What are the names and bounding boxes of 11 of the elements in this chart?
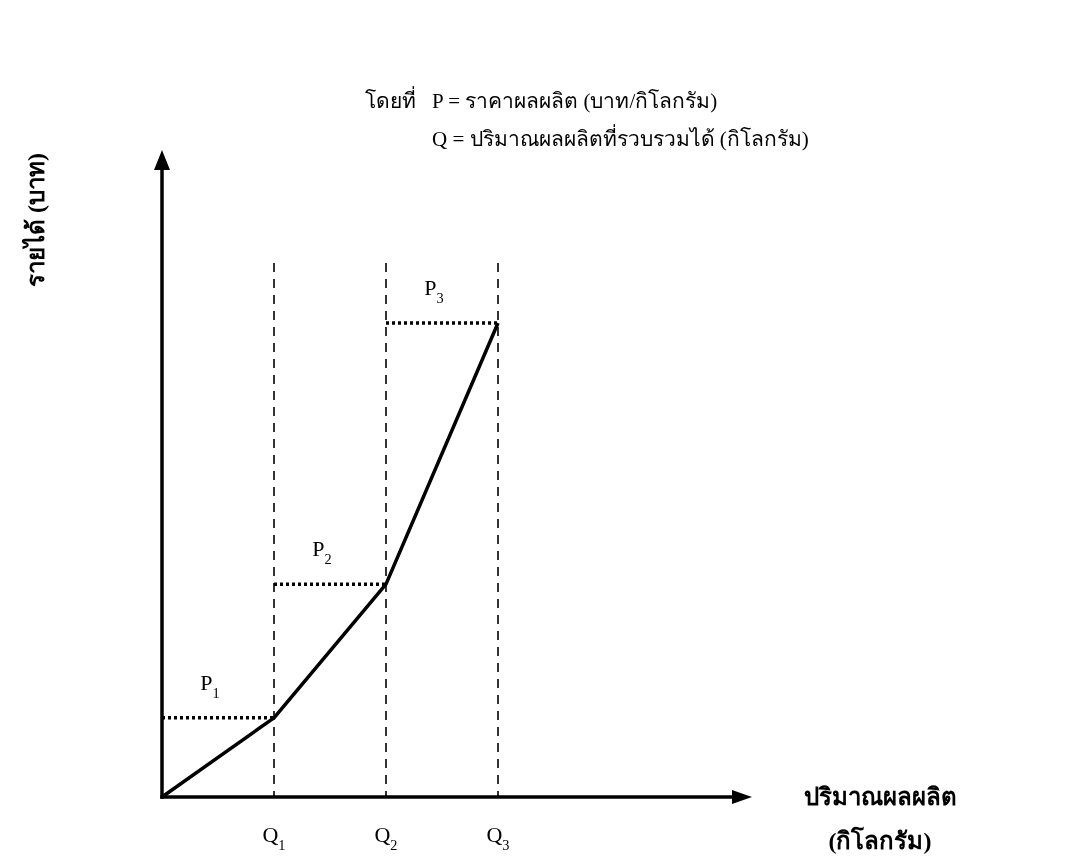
text: โดยที่ [365,86,416,113]
x-tick-label: Q$_{1}$ [262,822,286,853]
y-axis-title: รายได้ (บาท) [21,153,49,287]
text: ปริมาณผลผลิต (กิโลกรัม) [803,784,957,854]
text: P = ราคาผลผลิต (บาท/กิโลกรัม) [432,89,718,113]
x-tick-label: Q$_{2}$ [374,822,398,853]
x-tick-label: Q$_{3}$ [486,822,510,853]
series-label: P$_{3}$ [424,275,444,306]
text: Q = ปริมาณผลผลิตที่รวบรวมได้ (กิโลกรัม) [432,124,809,151]
series-label: P$_{2}$ [312,536,332,568]
series-label: P$_{1}$ [200,669,220,701]
